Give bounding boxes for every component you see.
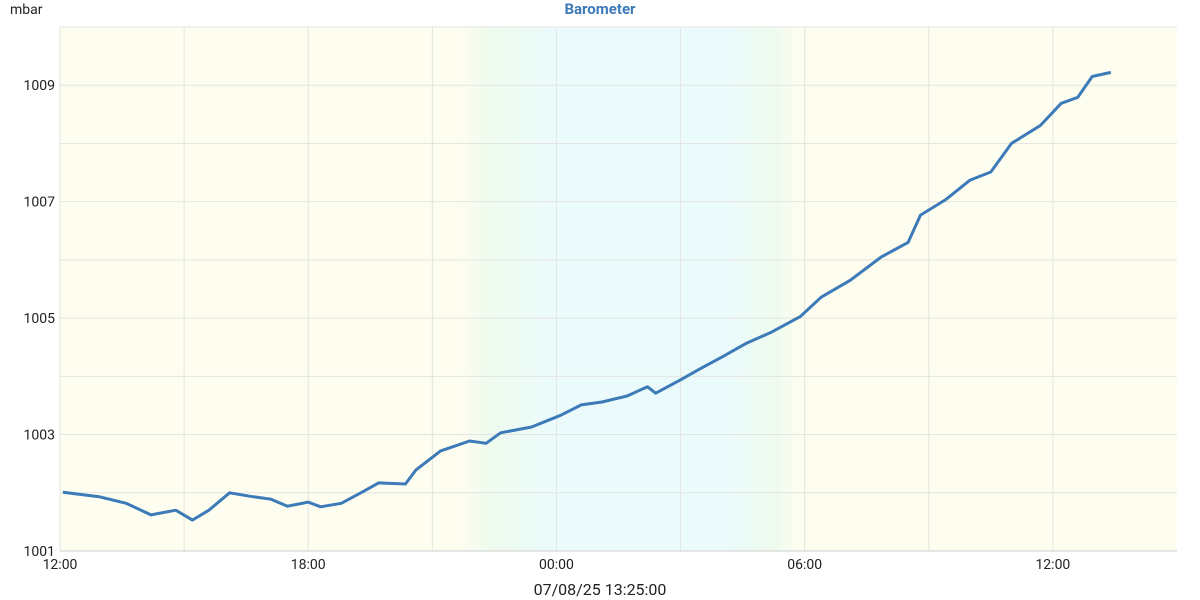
y-tick-label: 1003 xyxy=(24,428,55,444)
x-tick-label: 06:00 xyxy=(787,557,822,573)
data-line xyxy=(62,70,1112,522)
footer-time: 07/08/25 13:25:00 xyxy=(534,580,667,599)
y-tick-label: 1001 xyxy=(24,544,55,560)
y-tick-label: 1007 xyxy=(24,195,56,211)
x-tick-label: 12:00 xyxy=(43,557,78,573)
y-tick-label: 1009 xyxy=(24,78,55,94)
plot-background xyxy=(60,27,1177,551)
y-unit: mbar xyxy=(10,2,43,18)
x-tick-label: 18:00 xyxy=(291,557,326,573)
x-tick-label: 00:00 xyxy=(539,557,574,573)
chart-title: Barometer xyxy=(564,0,636,18)
y-tick-label: 1005 xyxy=(24,311,56,327)
x-tick-label: 12:00 xyxy=(1035,557,1070,573)
